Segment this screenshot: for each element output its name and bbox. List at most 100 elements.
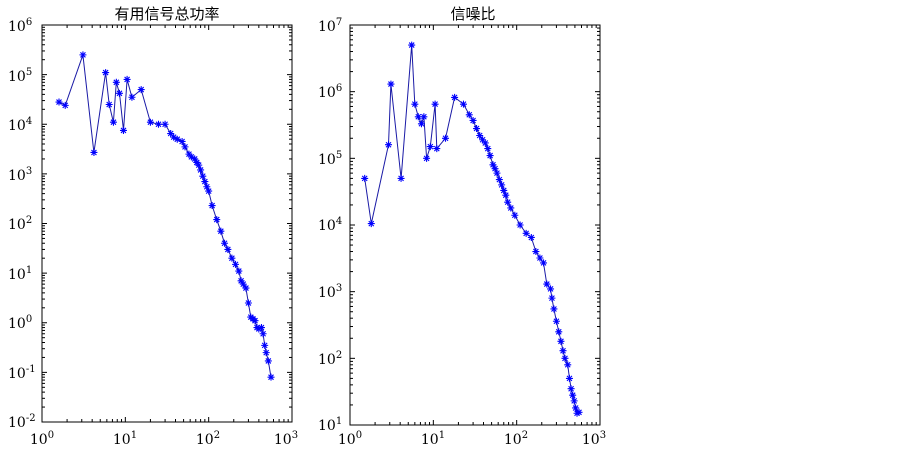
- y-tick-label: 104: [8, 116, 32, 134]
- svg-text:103: 103: [274, 430, 298, 448]
- data-point: [191, 155, 199, 163]
- svg-text:102: 102: [196, 430, 220, 448]
- svg-text:105: 105: [318, 150, 342, 168]
- x-tick-label: 100: [338, 430, 362, 448]
- data-point: [397, 174, 405, 182]
- x-tick-label: 100: [30, 430, 54, 448]
- y-tick-label: 103: [318, 283, 342, 301]
- svg-text:101: 101: [421, 430, 445, 448]
- data-point: [469, 116, 477, 124]
- data-point: [500, 186, 508, 194]
- svg-text:10-2: 10-2: [8, 413, 36, 431]
- data-point: [262, 349, 270, 357]
- data-point: [547, 285, 555, 293]
- data-point: [187, 153, 195, 161]
- x-tick-label: 103: [582, 430, 606, 448]
- data-point: [237, 277, 245, 285]
- y-tick-label: 102: [8, 215, 32, 233]
- data-point: [102, 69, 110, 77]
- x-tick-label: 102: [196, 430, 220, 448]
- data-point: [561, 354, 569, 362]
- data-point: [459, 100, 467, 108]
- chart-title: 信噪比: [450, 5, 495, 23]
- data-point: [569, 391, 577, 399]
- tick-marks: [349, 24, 601, 426]
- y-tick-label: 106: [8, 17, 32, 35]
- data-point: [491, 165, 499, 173]
- svg-text:103: 103: [8, 166, 32, 184]
- svg-text:101: 101: [113, 430, 137, 448]
- data-point: [115, 89, 123, 97]
- data-point: [423, 154, 431, 162]
- data-point: [564, 361, 572, 369]
- data-point: [479, 136, 487, 144]
- data-point: [137, 86, 145, 94]
- data-point: [185, 150, 193, 158]
- data-point: [414, 113, 422, 121]
- y-tick-label: 104: [318, 216, 342, 234]
- data-point: [199, 172, 207, 180]
- data-point: [181, 143, 189, 151]
- data-point: [119, 126, 127, 134]
- x-axis: 100 101 102 103: [338, 430, 606, 448]
- plot-frame: [349, 24, 601, 426]
- data-point: [105, 101, 113, 109]
- data-point: [239, 280, 247, 288]
- data-point: [224, 245, 232, 253]
- svg-text:101: 101: [318, 416, 342, 434]
- y-tick-label: 103: [8, 166, 32, 184]
- data-point: [481, 139, 489, 147]
- data-point: [235, 267, 243, 275]
- y-tick-label: 106: [318, 83, 342, 101]
- data-point: [543, 280, 551, 288]
- data-point: [565, 374, 573, 382]
- svg-text:10-1: 10-1: [8, 364, 36, 382]
- data-point: [522, 229, 530, 237]
- data-point: [257, 324, 265, 332]
- y-tick-label: 107: [318, 17, 342, 35]
- data-point: [516, 221, 524, 229]
- data-point: [173, 135, 181, 143]
- data-point: [504, 198, 512, 206]
- data-point: [217, 227, 225, 235]
- data-point: [532, 248, 540, 256]
- data-point: [559, 347, 567, 355]
- svg-text:100: 100: [30, 430, 54, 448]
- data-point: [548, 294, 556, 302]
- svg-text:107: 107: [318, 17, 342, 35]
- data-point: [109, 118, 117, 126]
- y-tick-label: 101: [8, 265, 32, 283]
- data-point: [385, 141, 393, 149]
- data-point: [408, 41, 416, 49]
- data-point: [498, 181, 506, 189]
- svg-text:104: 104: [8, 116, 32, 134]
- data-point: [411, 100, 419, 108]
- y-tick-label: 10-2: [8, 413, 36, 431]
- data-point: [567, 385, 575, 393]
- data-point: [90, 148, 98, 156]
- x-axis: 100 101 102 103: [30, 430, 298, 448]
- data-point: [221, 239, 229, 247]
- svg-text:105: 105: [8, 67, 32, 85]
- y-tick-label: 102: [318, 350, 342, 368]
- data-point: [572, 404, 580, 412]
- data-point: [476, 132, 484, 140]
- plot-frame: [41, 24, 293, 423]
- svg-text:102: 102: [8, 215, 32, 233]
- data-point: [61, 101, 69, 109]
- y-tick-label: 10-1: [8, 364, 36, 382]
- data-point: [267, 373, 275, 381]
- data-point: [557, 337, 565, 345]
- chart-power: 有用信号总功率 100 101 102 103 10-2 10-1 100 10…: [8, 5, 298, 448]
- data-point: [123, 75, 131, 83]
- data-point: [205, 187, 213, 195]
- data-point: [575, 408, 583, 416]
- svg-text:102: 102: [318, 350, 342, 368]
- data-point: [502, 191, 510, 199]
- series-line: [58, 54, 272, 378]
- data-point: [201, 178, 209, 186]
- data-point: [573, 409, 581, 417]
- svg-text:100: 100: [338, 430, 362, 448]
- x-tick-label: 103: [274, 430, 298, 448]
- y-axis: 10-2 10-1 100 101 102 103 104 105 106: [8, 17, 36, 431]
